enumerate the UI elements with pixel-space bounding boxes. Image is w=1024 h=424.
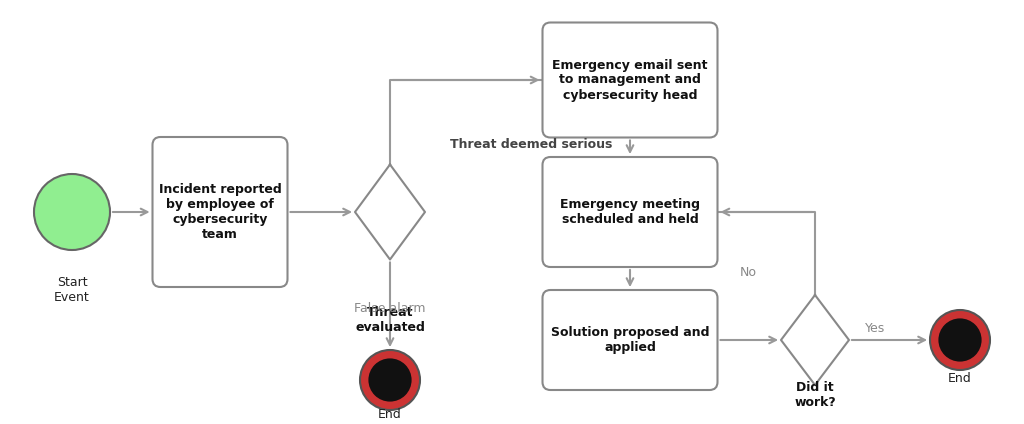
Text: Did it
work?: Did it work?	[795, 381, 836, 409]
FancyBboxPatch shape	[153, 137, 288, 287]
Circle shape	[369, 358, 412, 402]
FancyBboxPatch shape	[543, 22, 718, 137]
Circle shape	[34, 174, 110, 250]
FancyBboxPatch shape	[543, 157, 718, 267]
Text: Threat deemed serious: Threat deemed serious	[450, 139, 612, 151]
Text: No: No	[740, 265, 757, 279]
Text: End: End	[948, 371, 972, 385]
Text: False alarm: False alarm	[354, 301, 426, 315]
Text: Threat
evaluated: Threat evaluated	[355, 306, 425, 334]
Polygon shape	[355, 165, 425, 259]
Polygon shape	[781, 295, 849, 385]
Text: Emergency meeting
scheduled and held: Emergency meeting scheduled and held	[560, 198, 700, 226]
Circle shape	[938, 318, 982, 362]
Text: Emergency email sent
to management and
cybersecurity head: Emergency email sent to management and c…	[552, 59, 708, 101]
Text: Yes: Yes	[865, 321, 886, 335]
Circle shape	[930, 310, 990, 370]
Text: Incident reported
by employee of
cybersecurity
team: Incident reported by employee of cyberse…	[159, 183, 282, 241]
Circle shape	[360, 350, 420, 410]
Text: Start
Event: Start Event	[54, 276, 90, 304]
FancyBboxPatch shape	[543, 290, 718, 390]
Text: Solution proposed and
applied: Solution proposed and applied	[551, 326, 710, 354]
Text: End: End	[378, 408, 401, 421]
